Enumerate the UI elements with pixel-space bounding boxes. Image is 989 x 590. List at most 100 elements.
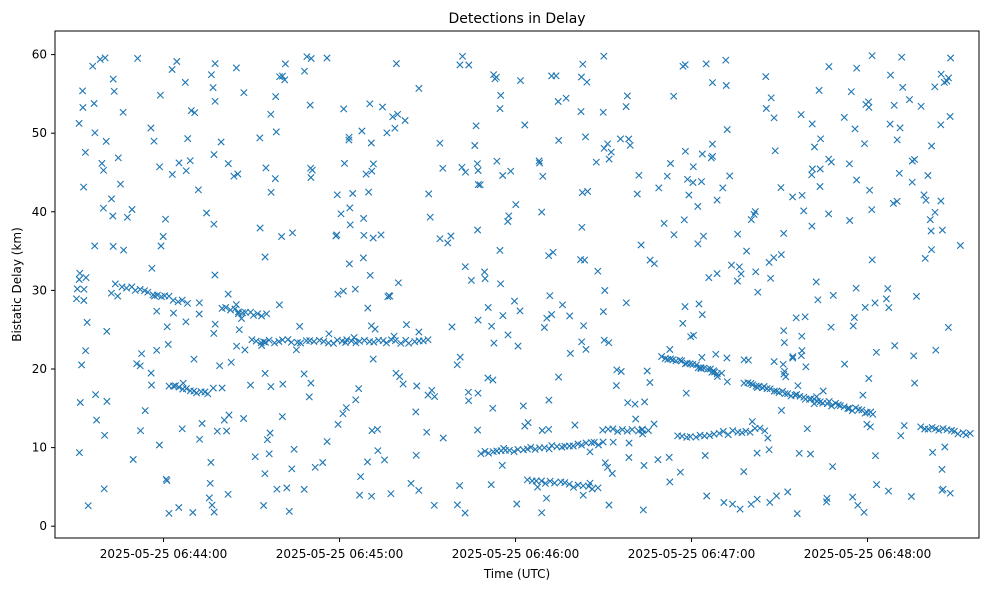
- detection-point: [808, 171, 816, 179]
- detection-point: [334, 290, 342, 298]
- detection-point: [189, 508, 197, 517]
- detection-point: [369, 234, 377, 242]
- detection-point: [701, 451, 709, 460]
- detection-point: [380, 456, 389, 464]
- detection-point: [82, 274, 90, 282]
- detection-point: [340, 159, 349, 167]
- detection-point: [512, 201, 520, 209]
- detection-point: [194, 186, 202, 194]
- detection-point: [819, 387, 827, 395]
- detection-point: [771, 147, 779, 155]
- detection-point: [278, 336, 287, 344]
- detection-point: [220, 416, 228, 424]
- detection-point: [793, 510, 801, 518]
- detection-point: [516, 307, 524, 315]
- detection-point: [415, 328, 423, 336]
- detection-point: [345, 136, 353, 144]
- plot-frame: [54, 30, 980, 539]
- detection-point: [230, 172, 238, 180]
- detection-point: [889, 199, 897, 207]
- detection-point: [267, 188, 275, 196]
- detection-point: [514, 445, 522, 454]
- detection-point: [288, 229, 297, 237]
- detection-point: [905, 96, 914, 104]
- detection-point: [829, 463, 837, 471]
- detection-point: [608, 469, 616, 478]
- detection-point: [893, 136, 901, 144]
- detection-point: [806, 450, 815, 458]
- detection-point: [307, 54, 315, 63]
- detection-point: [366, 100, 374, 108]
- detection-point: [439, 164, 447, 172]
- detection-point: [195, 310, 203, 318]
- detection-point: [114, 154, 122, 162]
- detection-point: [900, 422, 908, 430]
- detection-point: [860, 140, 869, 148]
- detection-point: [841, 360, 849, 368]
- detection-point: [793, 390, 801, 399]
- detection-point: [784, 488, 792, 496]
- detection-point: [890, 101, 898, 109]
- detection-point: [938, 465, 946, 473]
- detection-point: [75, 119, 83, 127]
- detection-point: [300, 485, 308, 493]
- detection-point: [521, 121, 529, 129]
- detection-point: [498, 461, 506, 469]
- detection-point: [723, 378, 731, 386]
- detection-point: [743, 247, 751, 255]
- detection-point: [554, 97, 562, 106]
- detection-point: [473, 160, 481, 168]
- detection-point: [484, 374, 492, 382]
- detection-point: [343, 336, 351, 344]
- detection-point: [603, 463, 612, 471]
- detection-point: [439, 434, 447, 442]
- detection-point: [290, 445, 298, 453]
- detection-point: [136, 285, 144, 293]
- detection-point: [296, 322, 304, 330]
- detection-point: [962, 431, 970, 439]
- detection-point: [157, 242, 165, 250]
- detection-point: [756, 424, 764, 432]
- detection-point: [723, 126, 731, 134]
- detection-point: [814, 296, 822, 304]
- detection-point: [254, 310, 262, 318]
- detection-point: [944, 323, 952, 331]
- detection-point: [676, 468, 684, 476]
- detection-point: [689, 178, 697, 187]
- detection-point: [306, 101, 314, 109]
- detection-point: [765, 446, 773, 454]
- detection-point: [92, 391, 100, 399]
- detection-point: [663, 172, 671, 180]
- detection-point: [917, 102, 925, 110]
- detection-point: [481, 275, 489, 283]
- detection-point: [252, 337, 260, 345]
- detection-point: [600, 52, 608, 60]
- detection-point: [270, 339, 279, 347]
- detection-point: [828, 402, 836, 410]
- detection-point: [677, 357, 686, 365]
- detection-point: [587, 439, 596, 447]
- detection-point: [261, 253, 269, 261]
- detection-point: [76, 269, 84, 277]
- detection-point: [566, 349, 574, 357]
- detection-point: [465, 397, 473, 405]
- detection-point: [412, 451, 420, 459]
- detection-point: [851, 125, 859, 133]
- detection-point: [510, 297, 519, 305]
- detection-point: [206, 479, 214, 487]
- detection-point: [545, 252, 553, 260]
- detection-point: [723, 354, 731, 362]
- detection-point: [187, 107, 195, 115]
- detection-point: [797, 352, 805, 360]
- detection-point: [123, 213, 131, 221]
- detection-point: [798, 191, 806, 199]
- detection-point: [273, 485, 281, 493]
- detection-point: [698, 311, 706, 319]
- detection-point: [868, 52, 876, 60]
- detection-point: [360, 231, 368, 239]
- detection-point: [777, 184, 785, 192]
- detection-point: [75, 449, 83, 457]
- detection-point: [396, 373, 404, 381]
- detection-point: [109, 212, 117, 220]
- detection-point: [103, 327, 111, 335]
